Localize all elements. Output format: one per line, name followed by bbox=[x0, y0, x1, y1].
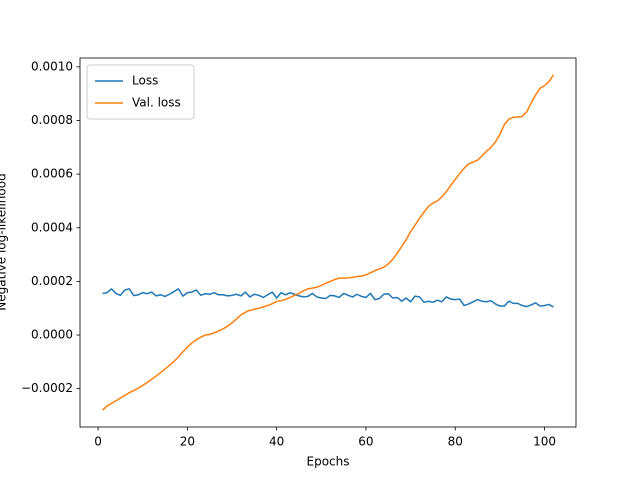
x-tick-label: 60 bbox=[358, 435, 373, 449]
y-tick-label: −0.0002 bbox=[21, 381, 73, 395]
y-tick-label: 0.0006 bbox=[31, 167, 73, 181]
axes-frame bbox=[79, 57, 577, 428]
y-tick-label: 0.0004 bbox=[31, 220, 73, 234]
x-tick-label: 80 bbox=[448, 435, 463, 449]
y-tick-label: 0.0000 bbox=[31, 328, 73, 342]
x-tick-label: 100 bbox=[533, 435, 556, 449]
x-axis-label: Epochs bbox=[307, 455, 350, 469]
line-series bbox=[102, 288, 554, 308]
line-series bbox=[102, 74, 555, 411]
x-tick-label: 40 bbox=[269, 435, 284, 449]
y-tick-label: 0.0008 bbox=[31, 113, 73, 127]
y-tick-label: 0.0002 bbox=[31, 274, 73, 288]
legend-box bbox=[86, 64, 195, 120]
y-axis-label: Negative log-likelihood bbox=[0, 173, 9, 310]
x-tick-label: 20 bbox=[180, 435, 195, 449]
y-tick-label: 0.0010 bbox=[31, 59, 73, 73]
legend-label: Val. loss bbox=[132, 96, 181, 110]
legend-label: Loss bbox=[132, 74, 158, 88]
x-tick-label: 0 bbox=[94, 435, 102, 449]
